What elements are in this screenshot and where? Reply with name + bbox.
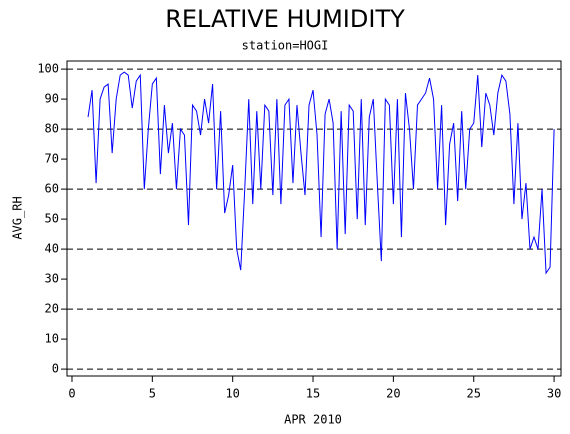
plot-frame [66, 60, 562, 377]
y-tick-label: 70 [45, 152, 59, 166]
x-tick-label: 10 [225, 387, 239, 401]
y-tick-label: 10 [45, 332, 59, 346]
y-tick-label: 90 [45, 92, 59, 106]
y-tick-label: 80 [45, 122, 59, 136]
x-tick-label: 20 [386, 387, 400, 401]
x-tick-label: 5 [149, 387, 156, 401]
x-tick-label: 15 [306, 387, 320, 401]
y-tick-label: 0 [52, 362, 59, 376]
x-tick-label: 0 [68, 387, 75, 401]
y-tick-label: 60 [45, 182, 59, 196]
y-tick-label: 100 [37, 62, 59, 76]
data-line [87, 71, 555, 275]
chart-title: RELATIVE HUMIDITY [165, 5, 405, 33]
y-tick-label: 20 [45, 302, 59, 316]
x-tick-label: 25 [467, 387, 481, 401]
y-tick-label: 40 [45, 242, 59, 256]
x-tick-label: 30 [547, 387, 561, 401]
y-tick-label: 30 [45, 272, 59, 286]
y-tick-label: 50 [45, 212, 59, 226]
chart-subtitle: station=HOGI [242, 39, 329, 53]
x-axis-label: APR 2010 [284, 413, 342, 427]
y-axis-label: AVG_RH [11, 196, 25, 239]
